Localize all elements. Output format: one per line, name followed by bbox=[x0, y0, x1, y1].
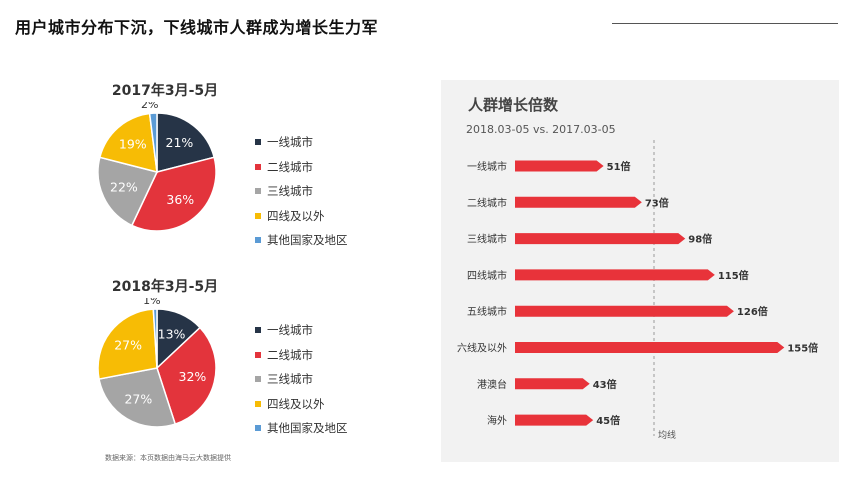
growth-bar bbox=[515, 196, 642, 208]
pie-value-label: 27% bbox=[124, 391, 152, 406]
bar-chart-subtitle: 2018.03-05 vs. 2017.03-05 bbox=[466, 123, 616, 136]
legend-label: 四线及以外 bbox=[267, 208, 325, 223]
pie-legend-2018: 一线城市二线城市三线城市四线及以外其他国家及地区 bbox=[255, 318, 348, 441]
legend-item: 四线及以外 bbox=[255, 204, 348, 229]
pie-value-label: 21% bbox=[166, 135, 194, 150]
legend-label: 一线城市 bbox=[267, 323, 313, 338]
legend-swatch bbox=[255, 425, 261, 432]
growth-bar-panel: 人群增长倍数 2018.03-05 vs. 2017.03-05 均线 一线城市 5… bbox=[441, 80, 839, 462]
legend-swatch bbox=[255, 188, 261, 195]
pie-slice bbox=[148, 112, 158, 173]
pie-slice bbox=[97, 156, 159, 227]
legend-swatch bbox=[255, 163, 261, 170]
reference-line-label: 均线 bbox=[658, 429, 676, 441]
growth-bar bbox=[515, 342, 785, 353]
legend-label: 一线城市 bbox=[267, 135, 313, 150]
pie-value-label: 2% bbox=[141, 102, 158, 111]
pie-value-label: 1% bbox=[143, 298, 160, 307]
pie-slice bbox=[98, 112, 158, 174]
legend-item: 二线城市 bbox=[255, 155, 348, 180]
bar-category-label: 港澳台 bbox=[477, 378, 507, 391]
legend-label: 四线及以外 bbox=[267, 396, 325, 411]
legend-item: 一线城市 bbox=[255, 318, 348, 343]
pie-value-label: 22% bbox=[110, 180, 138, 195]
bar-category-label: 四线城市 bbox=[467, 269, 507, 282]
legend-swatch bbox=[255, 376, 261, 383]
page-title: 用户城市分布下沉，下线城市人群成为增长生力军 bbox=[15, 18, 379, 37]
bar-value-label: 98倍 bbox=[688, 233, 712, 246]
bar-category-label: 三线城市 bbox=[467, 233, 507, 246]
legend-item: 三线城市 bbox=[255, 179, 348, 204]
pie-slice bbox=[98, 367, 177, 428]
legend-item: 三线城市 bbox=[255, 367, 348, 392]
growth-bar bbox=[515, 233, 686, 245]
pie-2018-svg: 13% 32% 27% 27% 1% bbox=[97, 298, 217, 428]
legend-item: 四线及以外 bbox=[255, 392, 348, 417]
growth-bar bbox=[515, 160, 604, 172]
pie-slice bbox=[156, 112, 216, 173]
legend-label: 二线城市 bbox=[267, 159, 313, 174]
growth-bar bbox=[515, 414, 594, 426]
pie-slice bbox=[130, 156, 217, 232]
legend-label: 三线城市 bbox=[267, 184, 313, 199]
bar-value-label: 115倍 bbox=[718, 269, 749, 282]
legend-label: 其他国家及地区 bbox=[267, 421, 348, 436]
title-divider bbox=[612, 23, 838, 24]
pie-slice bbox=[152, 308, 158, 369]
pie-value-label: 27% bbox=[114, 338, 142, 353]
growth-bar bbox=[515, 305, 734, 317]
bar-category-label: 五线城市 bbox=[467, 305, 507, 318]
legend-label: 二线城市 bbox=[267, 347, 313, 362]
bar-category-label: 一线城市 bbox=[467, 160, 507, 173]
pie-chart-2018: 2018年3月-5月 13% 32% 27% 27% 1% 一线城市二线城市三线城市四线… bbox=[95, 276, 425, 446]
bar-value-label: 51倍 bbox=[607, 160, 631, 173]
legend-label: 三线城市 bbox=[267, 372, 313, 387]
pie-slice bbox=[156, 326, 217, 426]
bar-chart-title: 人群增长倍数 bbox=[468, 96, 559, 114]
bar-category-label: 海外 bbox=[487, 414, 507, 427]
bar-category-label: 六线及以外 bbox=[457, 342, 507, 355]
pie-value-label: 19% bbox=[119, 137, 147, 152]
legend-swatch bbox=[255, 351, 261, 358]
legend-item: 其他国家及地区 bbox=[255, 228, 348, 253]
growth-bar bbox=[515, 378, 590, 390]
bar-value-label: 43倍 bbox=[593, 378, 617, 391]
legend-item: 其他国家及地区 bbox=[255, 416, 348, 441]
legend-label: 其他国家及地区 bbox=[267, 233, 348, 248]
pie-legend-2017: 一线城市二线城市三线城市四线及以外其他国家及地区 bbox=[255, 130, 348, 253]
pie-title-2018: 2018年3月-5月 bbox=[111, 279, 219, 295]
pie-slice bbox=[97, 308, 158, 380]
growth-bar bbox=[515, 269, 715, 281]
bar-value-label: 155倍 bbox=[787, 342, 818, 355]
legend-swatch bbox=[255, 400, 261, 407]
bar-category-label: 二线城市 bbox=[467, 196, 507, 209]
pie-chart-2017: 2017年3月-5月 21% 36% 22% 19% 2% 一线城市二线城市三线城市四线… bbox=[95, 80, 425, 250]
legend-swatch bbox=[255, 237, 261, 244]
legend-swatch bbox=[255, 139, 261, 146]
pie-value-label: 36% bbox=[166, 192, 194, 207]
legend-swatch bbox=[255, 212, 261, 219]
pie-title-2017: 2017年3月-5月 bbox=[111, 83, 219, 99]
source-note: 数据来源：本页数据由海马云大数据提供 bbox=[105, 454, 231, 462]
legend-swatch bbox=[255, 327, 261, 334]
legend-item: 二线城市 bbox=[255, 343, 348, 368]
bar-value-label: 73倍 bbox=[645, 196, 669, 209]
bar-value-label: 126倍 bbox=[737, 305, 768, 318]
pie-value-label: 13% bbox=[158, 326, 186, 341]
pie-value-label: 32% bbox=[179, 369, 207, 384]
pie-2017-svg: 21% 36% 22% 19% 2% bbox=[97, 102, 217, 232]
legend-item: 一线城市 bbox=[255, 130, 348, 155]
bar-value-label: 45倍 bbox=[596, 414, 620, 427]
